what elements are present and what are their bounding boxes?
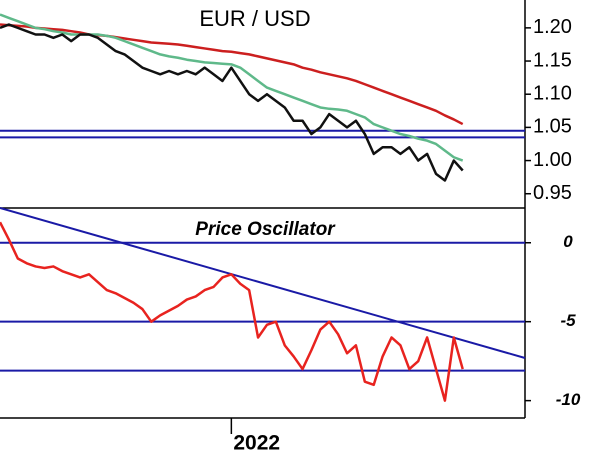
y-tick-label: -5 bbox=[560, 311, 576, 330]
chart-title: Price Oscillator bbox=[195, 219, 336, 240]
x-tick-label: 2022 bbox=[233, 432, 280, 455]
y-tick-label: 1.00 bbox=[533, 149, 572, 171]
y-tick-label: 0 bbox=[563, 232, 573, 251]
y-tick-label: -10 bbox=[556, 390, 581, 409]
y-tick-label: 0.95 bbox=[533, 182, 572, 204]
y-tick-label: 1.20 bbox=[533, 16, 572, 38]
series-line bbox=[0, 23, 464, 126]
y-tick-label: 1.15 bbox=[533, 49, 572, 71]
trend-line bbox=[0, 207, 526, 359]
series-line bbox=[0, 221, 464, 402]
y-tick-label: 1.05 bbox=[533, 116, 572, 138]
y-tick-label: 1.10 bbox=[533, 82, 572, 104]
series-line bbox=[0, 13, 464, 162]
chart-title: EUR / USD bbox=[199, 6, 310, 31]
series-line bbox=[0, 23, 464, 182]
